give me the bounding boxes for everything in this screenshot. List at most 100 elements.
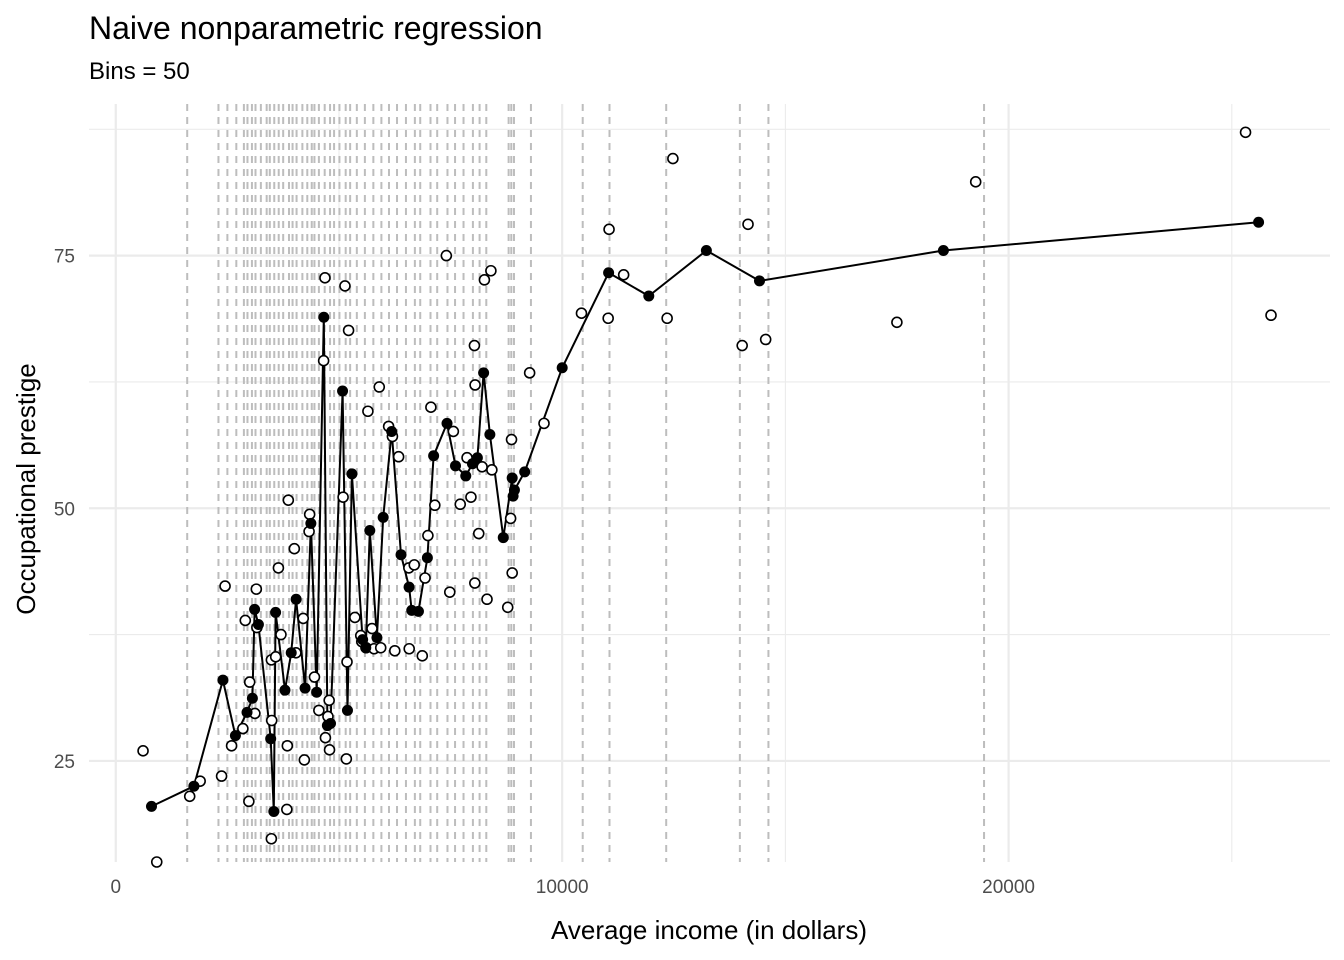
bin-mean-point <box>286 647 297 658</box>
observation-point <box>282 804 292 814</box>
observation-point <box>271 652 281 662</box>
bin-mean-point <box>498 532 509 543</box>
y-tick-label: 50 <box>54 499 75 520</box>
observation-point <box>338 492 348 502</box>
bin-mean-point <box>268 806 279 817</box>
observation-points <box>138 127 1276 867</box>
observation-point <box>662 313 672 323</box>
observation-point <box>367 624 377 634</box>
bin-mean-point <box>325 718 336 729</box>
observation-point <box>455 499 465 509</box>
observation-point <box>185 791 195 801</box>
bin-mean-point <box>253 619 264 630</box>
observation-point <box>417 651 427 661</box>
observation-point <box>668 154 678 164</box>
bin-mean-point <box>557 362 568 373</box>
observation-point <box>892 317 902 327</box>
observation-point <box>363 406 373 416</box>
observation-point <box>267 716 277 726</box>
observation-point <box>376 643 386 653</box>
observation-point <box>320 273 330 283</box>
observation-point <box>138 746 148 756</box>
bin-mean-point <box>1253 217 1264 228</box>
observation-point <box>619 270 629 280</box>
observation-point <box>503 602 513 612</box>
observation-point <box>539 418 549 428</box>
bin-mean-point <box>242 707 253 718</box>
bin-mean-point <box>270 607 281 618</box>
bin-mean-point <box>460 470 471 481</box>
bin-mean-point <box>360 642 371 653</box>
bin-mean-point <box>386 426 397 437</box>
bin-mean-point <box>217 675 228 686</box>
bin-mean-point <box>422 552 433 563</box>
observation-point <box>477 462 487 472</box>
observation-point <box>525 368 535 378</box>
x-tick-label: 10000 <box>536 877 589 898</box>
observation-point <box>244 796 254 806</box>
observation-point <box>298 613 308 623</box>
observation-point <box>282 741 292 751</box>
observation-point <box>394 452 404 462</box>
observation-point <box>325 745 335 755</box>
observation-point <box>737 341 747 351</box>
bin-mean-point <box>279 685 290 696</box>
bin-mean-point <box>146 801 157 812</box>
observation-point <box>227 741 237 751</box>
observation-point <box>466 492 476 502</box>
bin-mean-point <box>247 693 258 704</box>
bin-mean-point <box>396 549 407 560</box>
observation-point <box>604 224 614 234</box>
observation-point <box>603 313 613 323</box>
observation-point <box>390 646 400 656</box>
observation-point <box>506 513 516 523</box>
observation-point <box>507 435 517 445</box>
bin-mean-point <box>519 466 530 477</box>
x-tick-label: 0 <box>110 877 121 898</box>
observation-point <box>217 771 227 781</box>
bin-mean-line-layer <box>152 222 1259 811</box>
observation-point <box>420 573 430 583</box>
bin-mean-point <box>342 705 353 716</box>
observation-point <box>220 581 230 591</box>
observation-point <box>971 177 981 187</box>
x-axis-label: Average income (in dollars) <box>551 915 867 945</box>
observation-point <box>276 630 286 640</box>
observation-point <box>314 705 324 715</box>
observation-point <box>1266 310 1276 320</box>
observation-point <box>152 857 162 867</box>
observation-point <box>404 644 414 654</box>
observation-point <box>469 341 479 351</box>
bin-mean-point <box>311 687 322 698</box>
bin-mean-point <box>603 267 614 278</box>
observation-point <box>474 529 484 539</box>
observation-point <box>340 281 350 291</box>
observation-point <box>470 578 480 588</box>
observation-point <box>342 657 352 667</box>
observation-point <box>319 356 329 366</box>
bin-mean-point <box>478 367 489 378</box>
bin-mean-point <box>442 418 453 429</box>
bin-mean-point <box>484 429 495 440</box>
observation-point <box>350 612 360 622</box>
bin-mean-point <box>450 460 461 471</box>
bin-mean-point <box>318 312 329 323</box>
observation-point <box>507 568 517 578</box>
bin-mean-point <box>643 291 654 302</box>
observation-point <box>266 834 276 844</box>
bin-mean-point <box>230 730 241 741</box>
y-tick-label: 25 <box>54 752 75 773</box>
x-tick-label: 20000 <box>982 877 1035 898</box>
observation-point <box>743 219 753 229</box>
bin-mean-point <box>472 452 483 463</box>
bin-mean-point <box>754 275 765 286</box>
observation-point <box>761 334 771 344</box>
bin-mean-point <box>404 582 415 593</box>
observation-point <box>240 615 250 625</box>
bin-mean-point <box>371 632 382 643</box>
bin-mean-point <box>300 683 311 694</box>
observation-point <box>409 560 419 570</box>
observation-point <box>482 594 492 604</box>
observation-point <box>423 531 433 541</box>
